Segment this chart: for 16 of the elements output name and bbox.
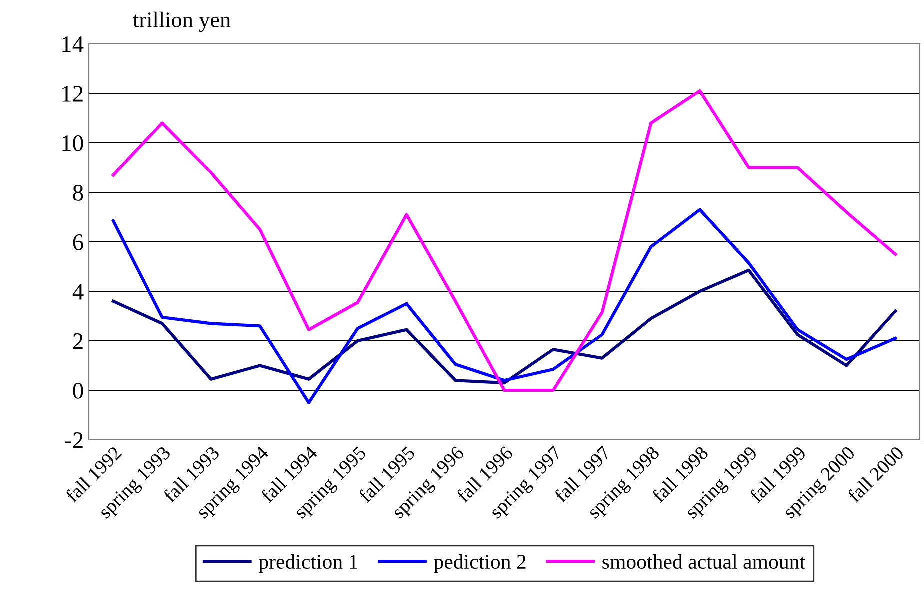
legend-label: smoothed actual amount xyxy=(602,554,806,570)
line-series xyxy=(112,268,898,385)
y-tick-label: 12 xyxy=(62,86,83,102)
legend-label: pediction 2 xyxy=(434,554,526,574)
line-series xyxy=(112,208,898,404)
y-tick-label: 14 xyxy=(62,36,84,52)
y-tick-label: 4 xyxy=(72,284,84,300)
y-tick-label: 2 xyxy=(73,334,83,350)
legend-label: prediction 1 xyxy=(258,554,358,574)
y-tick-label: 8 xyxy=(73,184,84,201)
y-tick-label: -2 xyxy=(65,432,83,448)
y-tick-label: 10 xyxy=(62,135,84,152)
y-tick-label: 0 xyxy=(73,382,84,399)
y-tick-label: 6 xyxy=(73,234,84,250)
y-axis-title: trillion yen xyxy=(133,12,231,32)
line-series xyxy=(112,89,898,392)
